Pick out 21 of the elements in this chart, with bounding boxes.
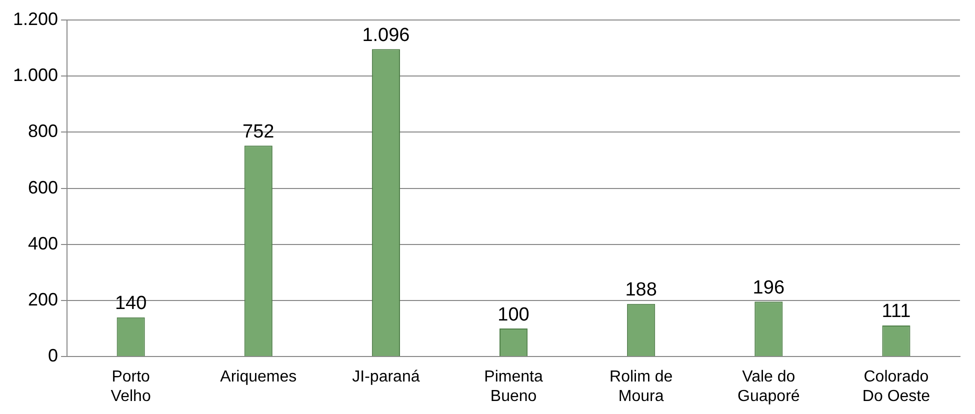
y-tick-label: 200 xyxy=(28,289,58,310)
x-tick-label: JI-paraná xyxy=(352,368,420,386)
x-tick-label: Porto Velho xyxy=(110,368,151,405)
x-tick-label: Vale do Guaporé xyxy=(738,368,800,405)
data-label: 140 xyxy=(114,293,147,314)
y-tick-label: 400 xyxy=(28,233,58,254)
data-label: 100 xyxy=(498,304,530,326)
y-tick-label: 0 xyxy=(48,346,58,366)
data-label: 196 xyxy=(752,277,785,298)
x-tick-label: Rolim de Moura xyxy=(610,368,673,405)
x-tick-label: Ariquemes xyxy=(220,368,297,386)
y-tick-label: 600 xyxy=(28,177,58,198)
data-label: 1.096 xyxy=(362,24,410,46)
data-label: 752 xyxy=(242,121,274,142)
y-tick-label: 1.000 xyxy=(12,65,58,86)
data-label: 111 xyxy=(882,301,911,322)
x-tick-label: Colorado Do Oeste xyxy=(862,368,930,405)
x-tick-label: Pimenta Bueno xyxy=(484,368,543,405)
y-tick-label: 800 xyxy=(28,121,58,142)
data-label: 188 xyxy=(625,280,657,301)
y-tick-label: 1.200 xyxy=(12,8,58,29)
